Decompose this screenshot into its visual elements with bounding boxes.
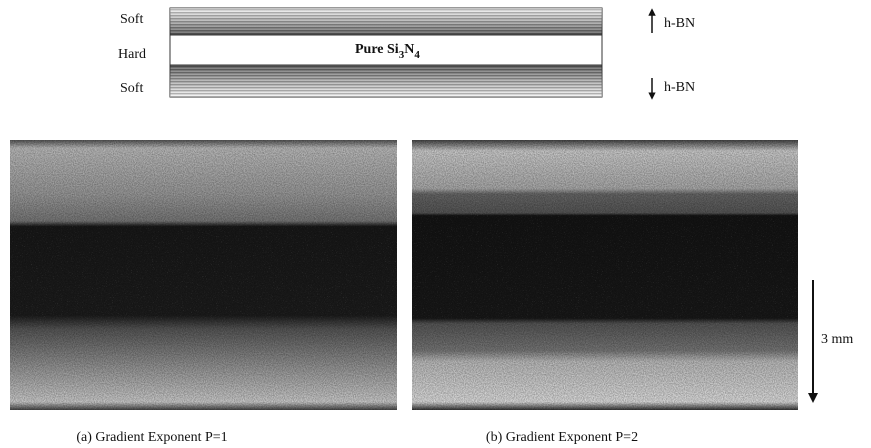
soft-layer-top-shade <box>170 8 602 35</box>
soft-layer-bottom-shade <box>170 65 602 97</box>
arrow-label: h-BN <box>664 80 695 95</box>
scale-label: 3 mm <box>821 332 853 347</box>
layer-label: Soft <box>120 12 143 27</box>
speckle <box>412 140 798 410</box>
schematic: Soft Hard Soft Pure Si3N4 h-BN h-BN <box>118 8 695 97</box>
micrograph-b <box>412 140 798 410</box>
speckle <box>10 140 397 410</box>
layer-label: Hard <box>118 47 146 62</box>
figure: Soft Hard Soft Pure Si3N4 h-BN h-BN 3 mm… <box>0 0 871 448</box>
caption: (a) Gradient Exponent P=1 <box>76 430 227 445</box>
layer-label: Soft <box>120 81 143 96</box>
caption: (b) Gradient Exponent P=2 <box>486 430 638 445</box>
center-text: Pure Si <box>355 42 399 57</box>
micrograph-a <box>10 140 397 410</box>
subscript: 4 <box>414 49 420 61</box>
center-text: N <box>404 42 414 57</box>
arrow-label: h-BN <box>664 16 695 31</box>
page: Soft Hard Soft Pure Si3N4 h-BN h-BN 3 mm… <box>0 0 871 448</box>
